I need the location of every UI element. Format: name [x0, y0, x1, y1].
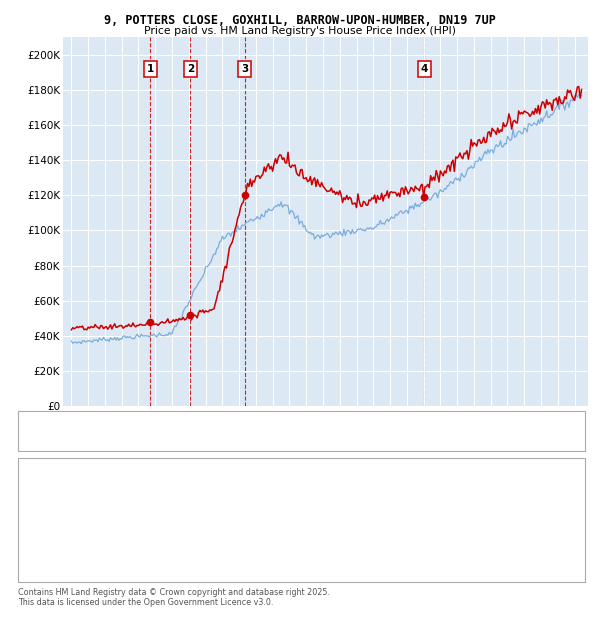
Text: This data is licensed under the Open Government Licence v3.0.: This data is licensed under the Open Gov…: [18, 598, 274, 607]
Text: 10-SEP-1999: 10-SEP-1999: [72, 463, 141, 472]
Text: Price paid vs. HM Land Registry's House Price Index (HPI): Price paid vs. HM Land Registry's House …: [144, 26, 456, 36]
Text: £119,999: £119,999: [234, 507, 284, 517]
Text: 24% ↑ HPI: 24% ↑ HPI: [372, 463, 428, 472]
Text: Contains HM Land Registry data © Crown copyright and database right 2025.: Contains HM Land Registry data © Crown c…: [18, 588, 330, 597]
Text: £119,000: £119,000: [234, 529, 284, 539]
Text: 29-APR-2005: 29-APR-2005: [72, 507, 141, 517]
Text: 2: 2: [29, 485, 37, 495]
Text: £51,950: £51,950: [234, 485, 278, 495]
Text: 2: 2: [187, 64, 194, 74]
Text: 1: 1: [146, 64, 154, 74]
Text: —: —: [30, 420, 44, 433]
Text: 3: 3: [29, 507, 37, 517]
Text: 14% ↑ HPI: 14% ↑ HPI: [372, 485, 428, 495]
Text: 08-FEB-2002: 08-FEB-2002: [72, 485, 141, 495]
Text: —: —: [30, 435, 44, 448]
Text: £47,625: £47,625: [234, 463, 278, 472]
Text: 15-JAN-2016: 15-JAN-2016: [72, 529, 141, 539]
Text: 9, POTTERS CLOSE, GOXHILL, BARROW-UPON-HUMBER, DN19 7UP: 9, POTTERS CLOSE, GOXHILL, BARROW-UPON-H…: [104, 14, 496, 27]
Text: 1: 1: [29, 463, 37, 472]
Text: 4: 4: [29, 529, 37, 539]
Text: 3: 3: [241, 64, 248, 74]
Text: 10% ↑ HPI: 10% ↑ HPI: [372, 529, 428, 539]
Text: 9, POTTERS CLOSE, GOXHILL, BARROW-UPON-HUMBER, DN19 7UP (semi-detached house): 9, POTTERS CLOSE, GOXHILL, BARROW-UPON-H…: [60, 422, 464, 431]
Text: 4: 4: [421, 64, 428, 74]
Text: HPI: Average price, semi-detached house, North Lincolnshire: HPI: Average price, semi-detached house,…: [60, 437, 335, 446]
Text: 21% ↑ HPI: 21% ↑ HPI: [372, 507, 428, 517]
